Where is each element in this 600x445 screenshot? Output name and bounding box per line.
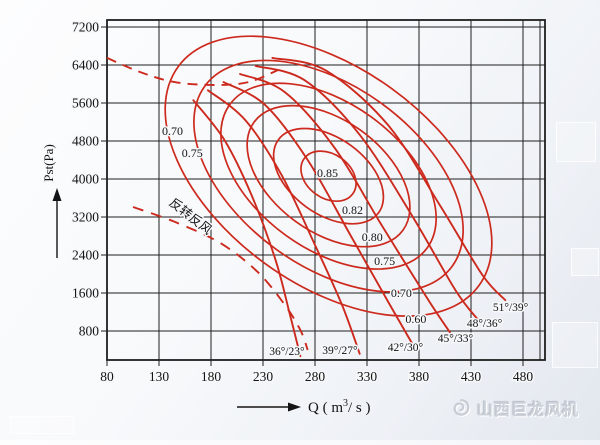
y-tick-label: 7200 xyxy=(72,20,99,35)
x-tick-label: 180 xyxy=(201,369,222,384)
reverse-rotation-label: 反转反风 xyxy=(167,195,216,238)
efficiency-contour-ring xyxy=(220,82,437,270)
blade-angle-label: 36°/23° xyxy=(269,346,305,358)
grid xyxy=(101,20,545,366)
plot-border xyxy=(106,19,546,361)
y-tick-label: 1600 xyxy=(72,286,99,301)
x-axis-arrowhead xyxy=(288,402,301,412)
efficiency-contour-ring xyxy=(164,35,493,317)
dragon-logo-icon xyxy=(450,397,472,419)
x-tick-label: 430 xyxy=(461,369,482,384)
y-tick-label: 4800 xyxy=(72,134,99,149)
blade-angle-label: 45°/33° xyxy=(438,333,474,345)
efficiency-contours xyxy=(164,35,493,317)
efficiency-label: 0.70 xyxy=(391,286,412,300)
x-tick-label: 380 xyxy=(409,369,430,384)
efficiency-contour-ring xyxy=(272,127,385,225)
x-axis-title: Q ( m3/ s ) xyxy=(308,398,371,416)
y-tick-label: 2400 xyxy=(72,248,99,263)
fan-curve xyxy=(239,73,454,337)
efficiency-contour-ring xyxy=(246,104,411,248)
reverse-rotation-dashed-curve xyxy=(132,206,309,351)
x-tick-label: 480 xyxy=(513,369,534,384)
y-tick-label: 4000 xyxy=(72,172,99,187)
efficiency-label: 0.75 xyxy=(182,146,203,160)
y-tick-label: 5600 xyxy=(72,96,99,111)
x-tick-label: 230 xyxy=(253,369,274,384)
efficiency-label: 0.75 xyxy=(374,254,395,268)
efficiency-label: 0.82 xyxy=(342,203,363,217)
fan-curve xyxy=(192,99,302,358)
brand-watermark-text: 山西巨龙风机 xyxy=(477,402,580,419)
fan-curve xyxy=(254,65,480,322)
y-tick-label: 6400 xyxy=(72,58,99,73)
y-tick-label: 800 xyxy=(79,324,100,339)
x-tick-label: 280 xyxy=(305,369,326,384)
x-tick-label: 330 xyxy=(357,369,378,384)
fan-curve xyxy=(206,89,361,355)
y-axis-title: Pst(Pa) xyxy=(41,144,56,182)
efficiency-label: 0.85 xyxy=(317,166,338,180)
x-tick-label: 80 xyxy=(100,369,114,384)
efficiency-label: 0.70 xyxy=(162,124,183,138)
fan-curves xyxy=(192,56,507,358)
brand-watermark: 山西巨龙风机 xyxy=(450,394,579,422)
blade-angle-label: 48°/36° xyxy=(467,318,503,330)
x-tick-label: 130 xyxy=(149,369,170,384)
surge-limit-dashed-curve xyxy=(106,57,278,86)
efficiency-contour-ring xyxy=(193,59,464,293)
y-axis-arrowhead xyxy=(52,188,62,201)
fan-curve xyxy=(271,56,507,302)
fan-curve xyxy=(222,81,416,350)
blade-angle-label: 51°/39° xyxy=(493,302,529,314)
efficiency-label: 0.80 xyxy=(362,230,383,244)
blade-angle-label: 39°/27° xyxy=(322,345,358,357)
blade-angle-label: 42°/30° xyxy=(388,342,424,354)
efficiency-label: 0.60 xyxy=(405,312,426,326)
y-tick-label: 3200 xyxy=(72,210,99,225)
